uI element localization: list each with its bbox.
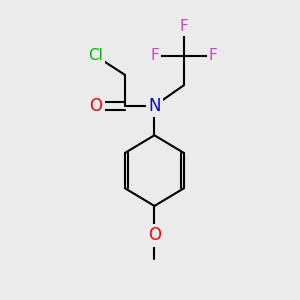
Text: F: F <box>209 48 218 63</box>
Text: O: O <box>89 97 102 115</box>
Text: Cl: Cl <box>88 48 103 63</box>
Text: F: F <box>179 19 188 34</box>
Text: N: N <box>148 97 161 115</box>
Text: F: F <box>150 48 159 63</box>
Text: O: O <box>148 226 161 244</box>
